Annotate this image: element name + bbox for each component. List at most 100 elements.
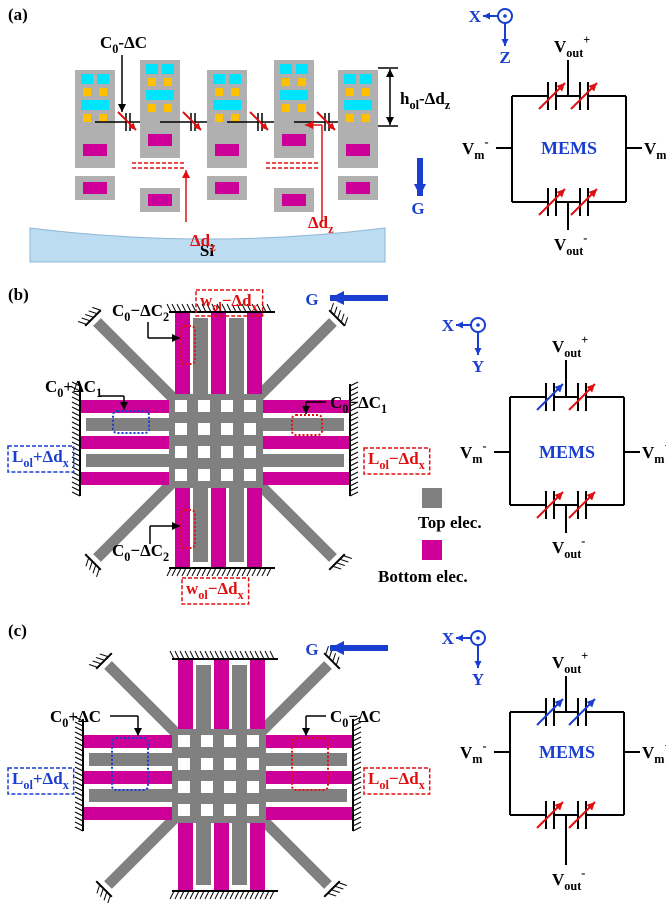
wall-hatch — [72, 417, 80, 421]
wall-hatch — [72, 492, 80, 496]
mass-hole — [198, 446, 210, 458]
label-part: C — [330, 707, 342, 726]
label: wol−Δdx — [186, 579, 245, 602]
label-part: - — [581, 866, 585, 880]
wall-hatch — [108, 895, 111, 903]
wall-hatch — [240, 651, 244, 659]
metal — [229, 74, 241, 84]
wall-hatch — [75, 732, 83, 736]
mass-hole — [198, 400, 210, 412]
wall-hatch — [75, 787, 83, 791]
wall-hatch — [350, 487, 358, 491]
wall-hatch — [205, 651, 209, 659]
label-part: C — [330, 393, 342, 412]
wall-hatch — [235, 891, 239, 899]
arrow-head — [182, 170, 190, 178]
via — [148, 104, 156, 112]
label: Lol+Δdx — [12, 769, 70, 792]
label-part: 1 — [96, 386, 102, 400]
wall-hatch — [326, 646, 329, 654]
axis-origin-dot — [503, 14, 507, 18]
label: C0−ΔC — [330, 707, 381, 730]
wall-hatch — [86, 558, 89, 566]
wall-hatch — [78, 322, 86, 325]
label: Lol+Δdx — [12, 447, 70, 470]
mass-hole — [244, 400, 256, 412]
panel-label: (b) — [8, 285, 29, 304]
label: Vm+ — [642, 739, 666, 766]
wall-hatch — [338, 883, 346, 886]
mass-hole — [175, 446, 187, 458]
metal — [344, 74, 356, 84]
via — [282, 78, 290, 86]
label-part: V — [460, 743, 473, 762]
label: Vm- — [460, 439, 487, 466]
legend-swatch — [422, 540, 442, 560]
label-part: Δd — [308, 213, 329, 232]
wall-hatch — [270, 891, 274, 899]
wall-hatch — [170, 891, 174, 899]
wall-hatch — [97, 885, 100, 893]
wall-hatch — [353, 812, 361, 816]
wall-hatch — [353, 822, 361, 826]
wall-hatch — [85, 314, 93, 317]
wall-hatch — [93, 565, 96, 573]
label: Lol−Δdx — [368, 449, 426, 472]
label-part: V — [552, 337, 565, 356]
wall-hatch — [255, 651, 259, 659]
label-part: V — [554, 37, 567, 56]
wall-hatch — [350, 417, 358, 421]
label-part: m — [474, 148, 484, 162]
label: Z — [499, 48, 510, 67]
electrode — [148, 194, 172, 206]
wall-hatch — [185, 651, 189, 659]
wall-hatch — [255, 891, 259, 899]
label: Vm+ — [644, 135, 666, 162]
wall-hatch — [72, 487, 80, 491]
wall-hatch — [252, 568, 256, 576]
electrode — [83, 182, 107, 194]
label-part: −Δd — [208, 579, 238, 598]
wall-hatch — [75, 742, 83, 746]
wall-hatch — [217, 568, 221, 576]
wall-hatch — [172, 304, 176, 312]
label-part: V — [642, 443, 655, 462]
wall-hatch — [265, 891, 269, 899]
arrow-head — [302, 728, 310, 736]
label-part: m — [654, 452, 664, 466]
wall-hatch — [175, 651, 179, 659]
mass-hole — [244, 446, 256, 458]
wall-hatch — [353, 772, 361, 776]
label-part: L — [12, 769, 23, 788]
wall-hatch — [250, 891, 254, 899]
wall-hatch — [242, 568, 246, 576]
wall-hatch — [334, 307, 337, 315]
label-part: x — [419, 778, 426, 792]
wall-hatch — [245, 651, 249, 659]
label-part: out — [564, 662, 582, 676]
wall-hatch — [72, 397, 80, 401]
via — [215, 114, 223, 122]
via — [83, 114, 91, 122]
wall-hatch — [350, 492, 358, 496]
wall-hatch — [336, 563, 344, 566]
wall-hatch — [75, 772, 83, 776]
mass-hole — [175, 423, 187, 435]
wall-hatch — [350, 457, 358, 461]
label-part: −ΔC — [130, 541, 163, 560]
label: Vout- — [552, 534, 585, 561]
wall-hatch — [185, 891, 189, 899]
wall-hatch — [72, 442, 80, 446]
wall-hatch — [250, 651, 254, 659]
label-part: −Δd — [389, 769, 419, 788]
wall-hatch — [350, 427, 358, 431]
label-part: w — [186, 579, 199, 598]
mass-hole — [224, 735, 236, 747]
wall-hatch — [260, 891, 264, 899]
wall-hatch — [350, 387, 358, 391]
label-part: + — [581, 333, 588, 347]
label: C0−ΔC2 — [112, 541, 169, 564]
wall-hatch — [170, 651, 174, 659]
wall-hatch — [353, 792, 361, 796]
label-part: m — [654, 752, 664, 766]
